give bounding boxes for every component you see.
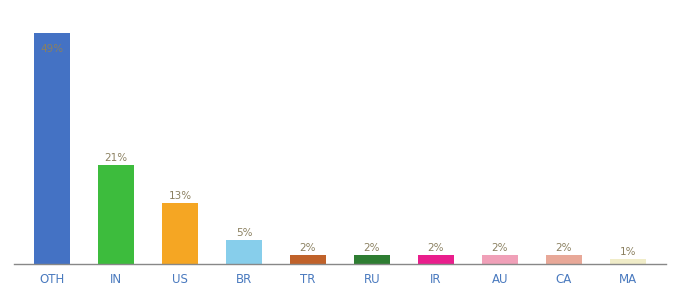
Text: 2%: 2% xyxy=(300,243,316,253)
Bar xyxy=(354,255,390,264)
Bar xyxy=(99,165,133,264)
Text: 21%: 21% xyxy=(105,153,128,163)
Text: 49%: 49% xyxy=(40,44,63,54)
Bar xyxy=(290,255,326,264)
Bar xyxy=(611,259,645,264)
Text: 2%: 2% xyxy=(428,243,444,253)
Text: 13%: 13% xyxy=(169,191,192,201)
Bar xyxy=(418,255,454,264)
Bar xyxy=(163,202,198,264)
Bar xyxy=(482,255,517,264)
Text: 2%: 2% xyxy=(364,243,380,253)
Text: 2%: 2% xyxy=(556,243,573,253)
Text: 1%: 1% xyxy=(619,248,636,257)
Bar xyxy=(35,33,69,264)
Text: 5%: 5% xyxy=(236,229,252,238)
Bar xyxy=(226,240,262,264)
Bar xyxy=(547,255,581,264)
Text: 2%: 2% xyxy=(492,243,508,253)
